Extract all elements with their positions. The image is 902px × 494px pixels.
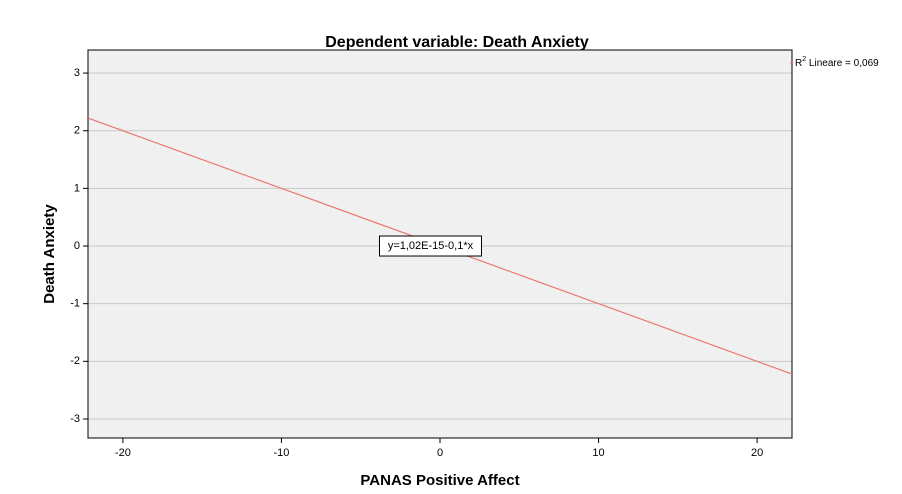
x-tick-label: 0 xyxy=(437,447,443,459)
y-tick-label: 3 xyxy=(74,67,80,79)
legend-text: 2 xyxy=(802,56,806,63)
x-tick-label: 20 xyxy=(751,447,763,459)
legend-text: R xyxy=(795,58,802,69)
y-tick-label: -1 xyxy=(70,298,80,310)
chart-title: Dependent variable: Death Anxiety xyxy=(325,34,589,51)
y-axis-label: Death Anxiety xyxy=(41,204,58,304)
legend-text: Lineare = 0,069 xyxy=(806,58,879,69)
legend: R2 Lineare = 0,069 xyxy=(795,56,879,69)
x-tick-label: -10 xyxy=(273,447,289,459)
x-tick-label: 10 xyxy=(592,447,604,459)
annotation: y=1,02E-15-0,1*x xyxy=(388,240,474,252)
y-tick-label: -3 xyxy=(70,413,80,425)
y-tick-label: 2 xyxy=(74,125,80,137)
annotation-box xyxy=(378,235,482,257)
x-axis-label: PANAS Positive Affect xyxy=(360,472,519,489)
plot-frame xyxy=(87,49,793,439)
x-tick-label: -20 xyxy=(115,447,131,459)
y-tick-label: 1 xyxy=(74,182,80,194)
y-tick-label: 0 xyxy=(74,240,80,252)
y-tick-label: -2 xyxy=(70,355,80,367)
